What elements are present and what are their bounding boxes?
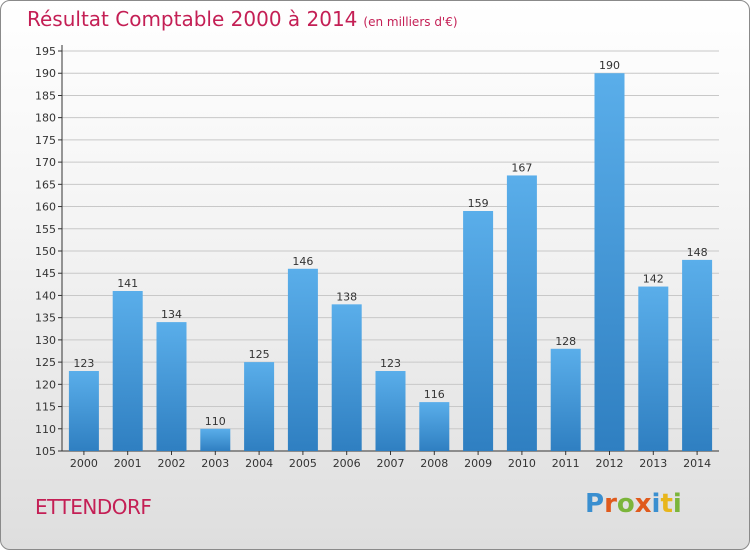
logo-letter: i	[651, 489, 661, 519]
logo-letter: o	[616, 489, 635, 519]
chart-title: Résultat Comptable 2000 à 2014 (en millie…	[27, 7, 458, 31]
bar-value-label: 134	[161, 308, 182, 321]
y-tick-label: 160	[35, 201, 56, 214]
y-tick-label: 175	[35, 134, 56, 147]
x-tick-label: 2005	[289, 457, 317, 470]
y-tick-label: 145	[35, 267, 56, 280]
logo-letter: i	[672, 489, 682, 519]
x-tick-label: 2014	[683, 457, 711, 470]
y-tick-label: 140	[35, 289, 56, 302]
y-tick-label: 135	[35, 312, 56, 325]
logo-letter: P	[585, 489, 605, 519]
bar-value-label: 110	[205, 415, 226, 428]
y-tick-label: 195	[35, 45, 56, 58]
logo-letter: x	[634, 489, 652, 519]
y-tick-label: 190	[35, 67, 56, 80]
x-tick-label: 2006	[333, 457, 361, 470]
logo-letter: t	[660, 489, 673, 519]
bar	[68, 371, 99, 451]
chart-title-text: Résultat Comptable 2000 à 2014	[27, 7, 358, 31]
x-tick-label: 2010	[508, 457, 536, 470]
bar-value-label: 116	[424, 388, 445, 401]
chart-subtitle: (en milliers d'€)	[363, 15, 458, 29]
bar	[112, 291, 143, 451]
bar-value-label: 190	[599, 59, 620, 72]
y-tick-label: 105	[35, 445, 56, 458]
x-tick-label: 2012	[596, 457, 624, 470]
y-tick-labels: 105 110 115 120 125 130 135 140 145 150 155 160 165 1…	[35, 45, 56, 458]
x-tick-label: 2008	[420, 457, 448, 470]
x-tick-label: 2004	[245, 457, 273, 470]
y-tick-label: 130	[35, 334, 56, 347]
y-tick-label: 150	[35, 245, 56, 258]
bar	[375, 371, 406, 451]
bar	[331, 304, 362, 451]
x-tick-label: 2011	[552, 457, 580, 470]
bar-value-label: 123	[380, 357, 401, 370]
bar	[594, 73, 625, 451]
y-tick-label: 165	[35, 178, 56, 191]
y-tick-label: 170	[35, 156, 56, 169]
bar-value-label: 159	[468, 197, 489, 210]
y-tick-label: 185	[35, 89, 56, 102]
bar	[287, 268, 318, 451]
bar-value-label: 125	[249, 348, 270, 361]
bar-value-label: 123	[73, 357, 94, 370]
bar-value-label: 128	[555, 335, 576, 348]
bar-value-labels: 123 141 134 110 125 146 138 123 116 159 167 128 190 1…	[73, 59, 707, 428]
bar-value-label: 148	[687, 246, 708, 259]
bar-value-label: 141	[117, 277, 138, 290]
y-tick-label: 120	[35, 378, 56, 391]
bar-value-label: 167	[511, 161, 532, 174]
y-tick-label: 155	[35, 223, 56, 236]
bar	[638, 286, 669, 451]
bar	[156, 322, 187, 451]
bar	[200, 428, 231, 451]
y-tick-label: 180	[35, 112, 56, 125]
bar	[463, 211, 494, 451]
x-tick-label: 2009	[464, 457, 492, 470]
bar	[419, 402, 450, 451]
x-tick-label: 2002	[158, 457, 186, 470]
y-tick-label: 110	[35, 423, 56, 436]
x-tick-label: 2003	[201, 457, 229, 470]
bar-value-label: 142	[643, 273, 664, 286]
x-tick-labels: 2000 2001 2002 2003 2004 2005 2006 2007 2008 2009…	[70, 457, 711, 470]
bar	[550, 348, 581, 451]
place-name: ETTENDORF	[35, 495, 152, 519]
x-tick-label: 2000	[70, 457, 98, 470]
bar	[244, 362, 275, 451]
bar-value-label: 138	[336, 290, 357, 303]
x-tick-label: 2013	[639, 457, 667, 470]
logo-letter: r	[604, 489, 617, 519]
bar	[506, 175, 537, 451]
bars	[68, 73, 713, 451]
x-tick-label: 2007	[377, 457, 405, 470]
x-tick-label: 2001	[114, 457, 142, 470]
proxiti-logo[interactable]: Proxiti	[585, 489, 682, 519]
bar-value-label: 146	[292, 255, 313, 268]
bar	[682, 259, 713, 451]
y-tick-label: 115	[35, 401, 56, 414]
y-tick-label: 125	[35, 356, 56, 369]
